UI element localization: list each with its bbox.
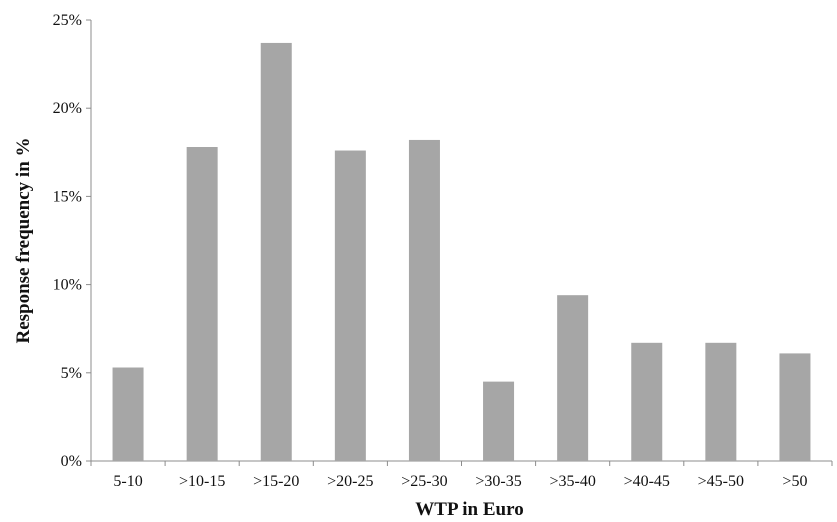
x-tick-label: >40-45 <box>624 473 670 490</box>
x-tick-label: >30-35 <box>475 473 521 490</box>
bar <box>631 342 663 461</box>
x-tick-label: >15-20 <box>253 473 299 490</box>
x-tick-label: >50 <box>782 473 807 490</box>
bar <box>557 295 589 461</box>
x-tick-label: >25-30 <box>401 473 447 490</box>
plot-area: 0% 5% 10% 15% 20% 25% 5-10 >10-15 >15-20 >20-25 >2… <box>53 12 833 490</box>
x-tick-label: >10-15 <box>179 473 225 490</box>
x-tick-label: >35-40 <box>549 473 595 490</box>
bar <box>705 342 737 461</box>
y-tick-label: 25% <box>53 12 82 29</box>
y-tick-label: 10% <box>53 277 82 294</box>
x-tick-label: >45-50 <box>698 473 744 490</box>
bar <box>112 367 144 461</box>
bar <box>260 42 292 461</box>
bar <box>408 139 440 461</box>
x-tick-label: >20-25 <box>327 473 373 490</box>
bar <box>334 150 366 461</box>
y-tick-label: 20% <box>53 100 82 117</box>
bar <box>483 381 515 461</box>
y-tick-label: 0% <box>61 453 82 470</box>
y-tick-label: 15% <box>53 188 82 205</box>
bar <box>186 147 218 461</box>
y-tick-label: 5% <box>61 365 82 382</box>
y-axis-title: Response frequency in % <box>13 137 34 343</box>
bar <box>779 353 811 461</box>
x-tick-label: 5-10 <box>113 473 142 490</box>
x-axis-title: WTP in Euro <box>415 499 523 520</box>
